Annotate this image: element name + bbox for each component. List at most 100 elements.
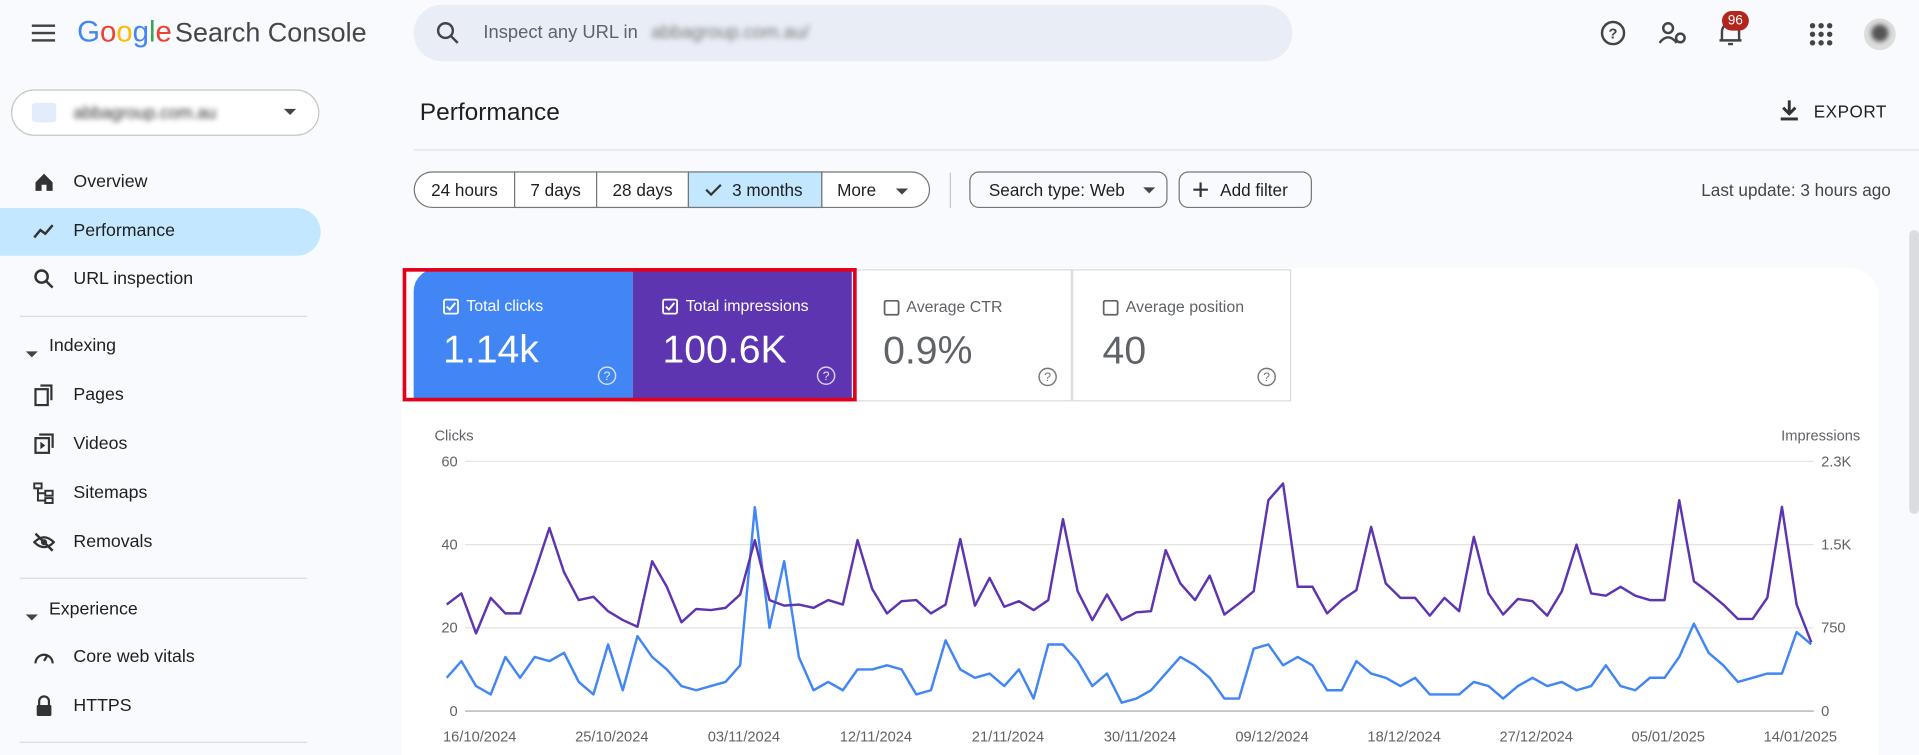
nav-item[interactable]: Pages: [73, 385, 124, 406]
chip-label: 24 hours: [431, 179, 498, 200]
nav-icon: [33, 171, 55, 193]
y2-tick-label: 750: [1821, 621, 1845, 637]
header-divider: [413, 149, 1919, 151]
add-filter-label: Add filter: [1220, 179, 1288, 200]
nav-item[interactable]: Core web vitals: [73, 647, 195, 667]
property-name: abbagroup.com.au: [73, 102, 217, 123]
metric-checkbox[interactable]: [1102, 299, 1119, 322]
x-tick-label: 30/11/2024: [1104, 730, 1176, 746]
metric-label: Total impressions: [685, 296, 809, 315]
nav-item[interactable]: Performance: [73, 221, 176, 242]
product-name: Search Console: [175, 17, 367, 48]
export-icon: [1780, 100, 1798, 121]
settings-button[interactable]: [1657, 18, 1689, 47]
search-type-filter[interactable]: Search type: Web: [969, 171, 1168, 209]
search-property: abbagroup.com.au/: [651, 22, 810, 43]
nav-item[interactable]: Videos: [73, 434, 128, 455]
svg-text:?: ?: [823, 369, 830, 383]
search-placeholder: Inspect any URL in: [483, 22, 638, 43]
export-button[interactable]: EXPORT: [1813, 101, 1887, 122]
nav-active-highlight: [0, 208, 321, 256]
filter-divider: [949, 172, 951, 209]
nav-icon: [33, 482, 55, 504]
metric-checkbox[interactable]: [883, 299, 900, 322]
nav-icon: [33, 646, 55, 668]
nav-item[interactable]: HTTPS: [73, 696, 132, 716]
nav-divider: [19, 577, 308, 579]
metric-tile[interactable]: Average position 40?: [1071, 269, 1292, 402]
chip-label: 28 days: [612, 179, 673, 200]
dropdown-caret: [895, 173, 909, 207]
search-icon: [436, 22, 459, 44]
chip-label: 3 months: [732, 179, 803, 200]
chip-label: 7 days: [530, 179, 581, 200]
nav-section-title[interactable]: Indexing: [48, 336, 117, 357]
metric-checkbox[interactable]: [443, 298, 459, 321]
search-bar[interactable]: [413, 4, 1293, 62]
add-filter-button[interactable]: Add filter: [1178, 171, 1312, 209]
x-tick-label: 16/10/2024: [443, 730, 516, 746]
highlight-box: [402, 268, 857, 402]
date-range-chip[interactable]: 3 months: [687, 171, 823, 209]
nav-icon: [32, 531, 56, 553]
x-tick-label: 27/12/2024: [1499, 730, 1572, 746]
plus-icon: [1193, 182, 1208, 198]
avatar[interactable]: [1863, 17, 1897, 51]
nav-item[interactable]: URL inspection: [73, 269, 194, 289]
x-tick-label: 12/11/2024: [840, 730, 912, 746]
x-tick-label: 09/12/2024: [1235, 730, 1308, 746]
search-type-label: Search type: Web: [988, 179, 1125, 200]
metric-tile[interactable]: Total clicks 1.14k?: [413, 269, 633, 402]
logo[interactable]: Google: [77, 15, 172, 49]
metric-value: 1.14k: [443, 326, 539, 371]
metric-value: 0.9%: [883, 327, 973, 373]
dropdown-caret: [1143, 187, 1156, 194]
help-button[interactable]: ?: [1598, 18, 1627, 47]
section-caret: [25, 606, 38, 628]
metric-label: Total clicks: [466, 296, 544, 315]
svg-text:?: ?: [604, 369, 611, 383]
apps-button[interactable]: [1809, 22, 1833, 46]
metric-help-icon[interactable]: ?: [1257, 367, 1277, 393]
scrollbar: [1909, 230, 1919, 515]
date-range-chip[interactable]: 24 hours: [413, 171, 516, 209]
date-range-chip[interactable]: 7 days: [514, 171, 598, 209]
metric-tile[interactable]: Total impressions 100.6K?: [633, 269, 853, 402]
series-line: [445, 482, 1813, 643]
series-line: [445, 505, 1813, 704]
metric-help-icon[interactable]: ?: [817, 366, 837, 392]
x-tick-label: 03/11/2024: [708, 730, 780, 746]
check-icon: [705, 174, 722, 208]
property-selector[interactable]: [11, 89, 320, 136]
y-axis-title: Clicks: [434, 429, 473, 445]
y2-tick-label: 2.3K: [1821, 454, 1851, 470]
y-tick-label: 20: [441, 621, 457, 637]
metric-value: 40: [1102, 327, 1147, 373]
y-tick-label: 40: [441, 538, 457, 554]
date-range-chip[interactable]: More: [821, 171, 931, 209]
nav-icon: [33, 433, 55, 455]
last-update: Last update: 3 hours ago: [1701, 179, 1891, 200]
metric-help-icon[interactable]: ?: [1037, 367, 1057, 393]
nav-section-title[interactable]: Experience: [48, 599, 138, 620]
metric-value: 100.6K: [662, 326, 787, 371]
metric-label: Average position: [1125, 297, 1245, 316]
nav-icon: [33, 384, 55, 407]
nav-item[interactable]: Removals: [73, 532, 153, 552]
nav-item[interactable]: Sitemaps: [73, 483, 148, 504]
menu-button[interactable]: [31, 22, 58, 44]
metric-checkbox[interactable]: [662, 298, 679, 321]
svg-text:?: ?: [1263, 370, 1270, 384]
chip-label: More: [837, 179, 877, 200]
x-tick-label: 05/01/2025: [1632, 730, 1705, 746]
svg-text:?: ?: [1609, 27, 1618, 43]
nav-item[interactable]: Overview: [73, 172, 148, 193]
date-range-chip[interactable]: 28 days: [596, 171, 690, 209]
y2-tick-label: 0: [1821, 704, 1829, 720]
x-tick-label: 25/10/2024: [575, 730, 648, 746]
page-title: Performance: [419, 99, 560, 127]
metric-tile[interactable]: Average CTR 0.9%?: [852, 269, 1072, 402]
metric-help-icon[interactable]: ?: [597, 366, 617, 392]
